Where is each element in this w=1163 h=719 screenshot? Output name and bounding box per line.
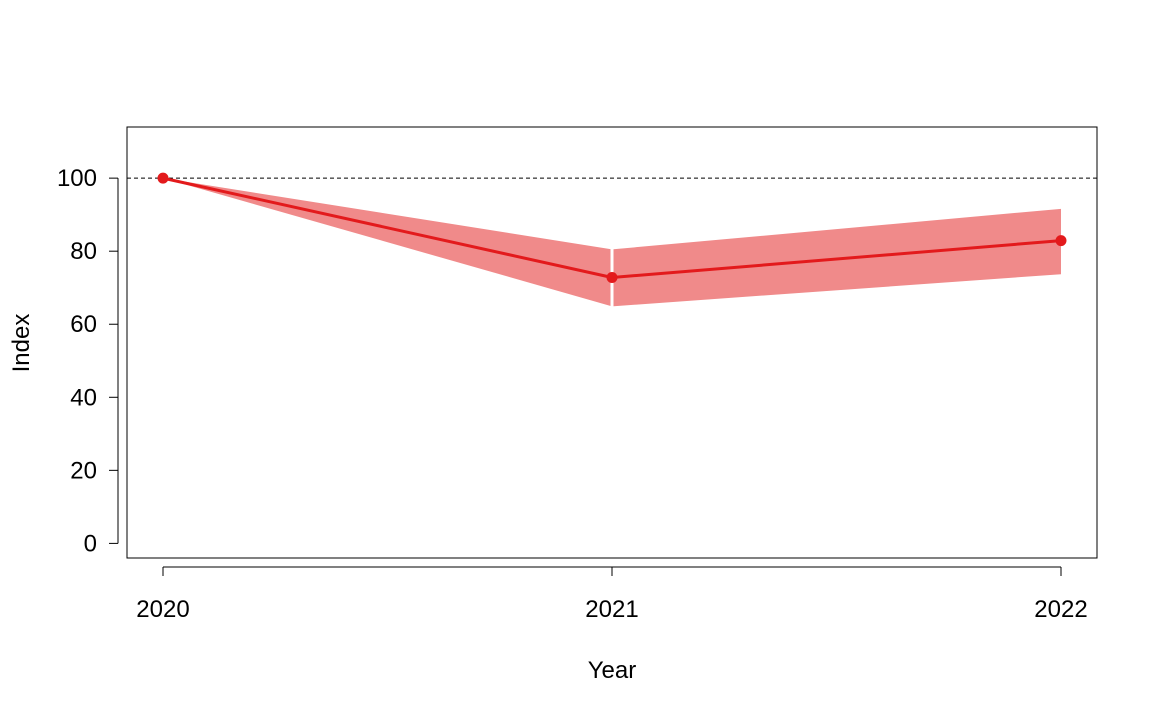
x-axis-title: Year (588, 657, 637, 684)
data-point-2021 (606, 271, 618, 283)
y-tick-label: 20 (70, 457, 97, 484)
data-point-2022 (1055, 235, 1067, 247)
y-axis: 0 20 40 60 80 100 (57, 165, 119, 557)
x-axis: 2020 2021 2022 (136, 566, 1088, 623)
confidence-band-1 (163, 178, 612, 307)
plot-frame (126, 126, 1098, 559)
y-tick-label: 40 (70, 384, 97, 411)
x-tick-label: 2022 (1034, 596, 1087, 623)
x-tick-label: 2020 (136, 596, 189, 623)
data-point-2020 (157, 172, 169, 184)
x-tick-label: 2021 (585, 596, 638, 623)
y-tick-label: 100 (57, 165, 97, 192)
y-tick-label: 60 (70, 311, 97, 338)
series-group (157, 172, 1067, 283)
y-axis-title: Index (8, 314, 35, 373)
y-tick-label: 0 (84, 530, 97, 557)
y-tick-label: 80 (70, 238, 97, 265)
